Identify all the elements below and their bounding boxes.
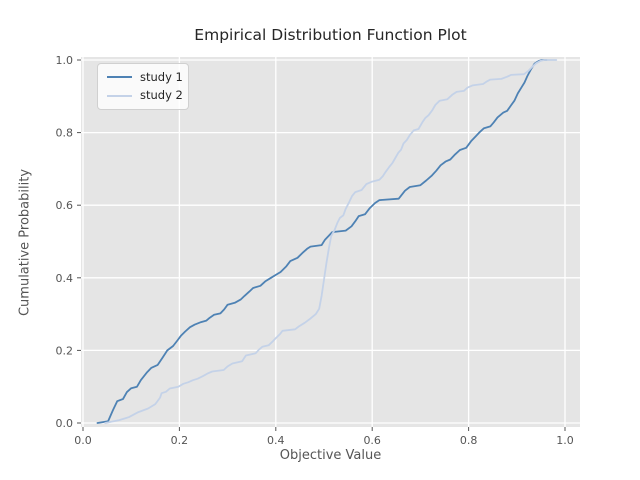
ecdf-line-study-2	[104, 59, 558, 424]
tick-marks	[77, 59, 566, 431]
x-tick-label: 0.2	[171, 434, 189, 447]
legend-label-study-2: study 2	[140, 88, 183, 102]
legend-entry-study-2: study 2	[107, 88, 188, 102]
x-tick-label: 0.4	[267, 434, 285, 447]
y-tick-label: 0.0	[56, 417, 74, 430]
y-tick-label: 1.0	[56, 54, 74, 67]
y-tick-label: 0.4	[56, 272, 74, 285]
x-tick-label: 1.0	[556, 434, 574, 447]
tick-labels: 0.0 0.2 0.4 0.6 0.8 1.0 0.0 0.2 0.4 0.6 0.8 1.0	[56, 54, 574, 447]
gridlines	[81, 57, 580, 427]
ecdf-line-study-1	[96, 59, 548, 424]
legend-entry-study-1: study 1	[107, 69, 188, 84]
x-tick-label: 0.6	[363, 434, 381, 447]
y-tick-label: 0.2	[56, 344, 74, 357]
chart-title: Empirical Distribution Function Plot	[194, 26, 467, 44]
legend-label-study-1: study 1	[140, 69, 183, 84]
x-tick-label: 0.0	[74, 434, 92, 447]
legend-line-sample-study-2	[107, 94, 132, 97]
x-tick-label: 0.8	[460, 434, 478, 447]
legend-line-sample-study-1	[107, 76, 132, 79]
x-axis-label: Objective Value	[279, 448, 382, 463]
y-tick-label: 0.8	[56, 127, 74, 140]
y-tick-label: 0.6	[56, 199, 74, 212]
y-axis-label: Cumulative Probability	[17, 168, 33, 317]
ecdf-curves	[96, 59, 558, 424]
legend: study 1 study 2	[97, 63, 189, 110]
